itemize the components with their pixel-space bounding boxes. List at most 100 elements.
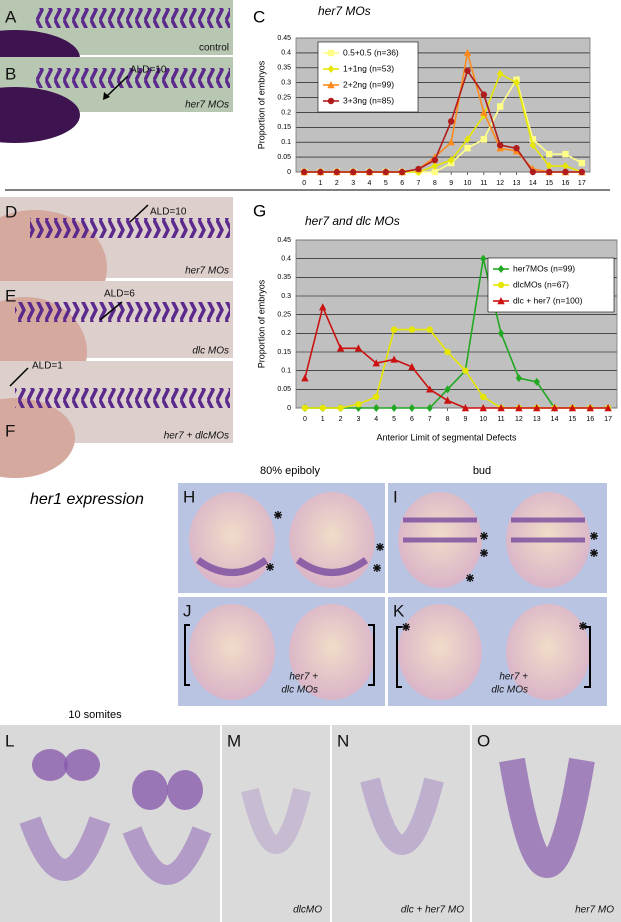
marker <box>447 156 455 165</box>
panel-M: M dlcMO <box>222 725 330 922</box>
panel-letter: I <box>393 487 398 506</box>
marker <box>515 374 523 383</box>
marker <box>444 348 451 356</box>
marker <box>447 138 455 146</box>
panel-letter: K <box>393 601 405 620</box>
stage-label: 80% epiboly <box>260 465 320 477</box>
legend-label: 2+2ng (n=99) <box>343 79 394 89</box>
y-tick-label: 0 <box>287 169 291 176</box>
photo-label: ALD=10 <box>130 65 167 76</box>
marker <box>398 168 406 176</box>
photo-label: her7 MOs <box>185 100 229 111</box>
y-tick-label: 0.25 <box>277 312 291 319</box>
x-tick-label: 16 <box>562 180 570 187</box>
marker <box>586 404 594 412</box>
x-tick-label: 3 <box>351 180 355 187</box>
marker <box>461 404 470 412</box>
panel-letter: G <box>253 201 266 220</box>
x-tick-label: 5 <box>392 416 396 423</box>
x-tick-label: 10 <box>464 180 472 187</box>
marker <box>529 168 537 176</box>
panel-K: K her7 + dlc MOs <box>388 597 607 706</box>
x-tick-label: 14 <box>529 180 537 187</box>
marker <box>545 150 553 158</box>
marker <box>327 65 335 73</box>
y-tick-label: 0.2 <box>281 330 291 337</box>
marker <box>604 404 612 412</box>
marker <box>300 168 308 176</box>
x-tick-label: 15 <box>569 416 577 423</box>
x-tick-label: 4 <box>368 180 372 187</box>
marker <box>426 326 433 333</box>
panel-letter: E <box>5 286 16 305</box>
marker <box>317 168 324 176</box>
panel-I: I <box>388 483 607 593</box>
marker <box>382 168 390 176</box>
expression <box>64 749 100 781</box>
x-tick-label: 12 <box>515 416 523 423</box>
arrow <box>9 367 29 387</box>
panel-letter: M <box>227 731 241 750</box>
legend-label: 3+3ng (n=85) <box>343 95 394 105</box>
arrowhead <box>103 92 110 100</box>
marker <box>464 135 471 144</box>
marker <box>480 393 487 400</box>
x-tick-label: 7 <box>428 416 432 423</box>
y-tick-label: 0.4 <box>281 50 291 57</box>
x-tick-label: 6 <box>400 180 404 187</box>
x-tick-label: 9 <box>463 416 467 423</box>
panel-letter: A <box>5 7 17 26</box>
marker <box>568 404 577 412</box>
section-title: her1 expression <box>30 491 144 508</box>
x-tick-label: 0 <box>302 180 306 187</box>
marker <box>464 67 471 74</box>
x-tick-label: 7 <box>417 180 421 187</box>
marker <box>464 144 471 152</box>
marker <box>426 385 434 393</box>
marker <box>562 150 569 158</box>
marker <box>480 254 487 263</box>
x-tick-label: 10 <box>479 416 487 423</box>
marker <box>562 168 569 176</box>
marker <box>319 303 327 311</box>
marker <box>515 404 523 412</box>
marker <box>463 48 472 57</box>
x-tick-label: 17 <box>578 180 586 187</box>
marker <box>301 374 309 382</box>
marker <box>497 281 505 289</box>
stripe <box>403 517 585 543</box>
x-tick-label: 12 <box>496 180 504 187</box>
x-tick-label: 9 <box>449 180 453 187</box>
marker <box>390 355 398 363</box>
embryo <box>398 604 482 700</box>
legend-label: her7MOs (n=99) <box>513 263 575 273</box>
chart-title: her7 and dlc MOs <box>305 214 400 228</box>
marker <box>337 404 344 412</box>
marker <box>408 404 416 412</box>
panel-letter: D <box>5 202 17 221</box>
x-tick-label: 4 <box>374 416 378 423</box>
panel-letter: H <box>183 487 195 506</box>
y-axis-label: Proportion of embryos <box>256 60 266 149</box>
x-tick-label: 17 <box>604 416 612 423</box>
panel-H: H <box>178 483 385 593</box>
marker <box>431 168 439 176</box>
panel-letter: C <box>253 7 265 26</box>
panel-label: her7 MO <box>575 905 614 916</box>
photo-label: control <box>199 43 229 54</box>
panel-letter: F <box>5 421 15 440</box>
yolk <box>0 398 75 478</box>
marker <box>497 297 505 305</box>
plot-border <box>295 239 618 409</box>
y-tick-label: 0.35 <box>277 65 291 72</box>
x-tick-label: 6 <box>410 416 414 423</box>
marker <box>415 165 422 173</box>
marker <box>333 168 341 176</box>
somites <box>30 218 230 238</box>
y-tick-label: 0.15 <box>277 124 291 131</box>
marker <box>480 108 488 116</box>
x-tick-label: 0 <box>303 416 307 423</box>
marker <box>513 144 520 152</box>
legend-label: dlc + her7 (n=100) <box>513 295 583 305</box>
